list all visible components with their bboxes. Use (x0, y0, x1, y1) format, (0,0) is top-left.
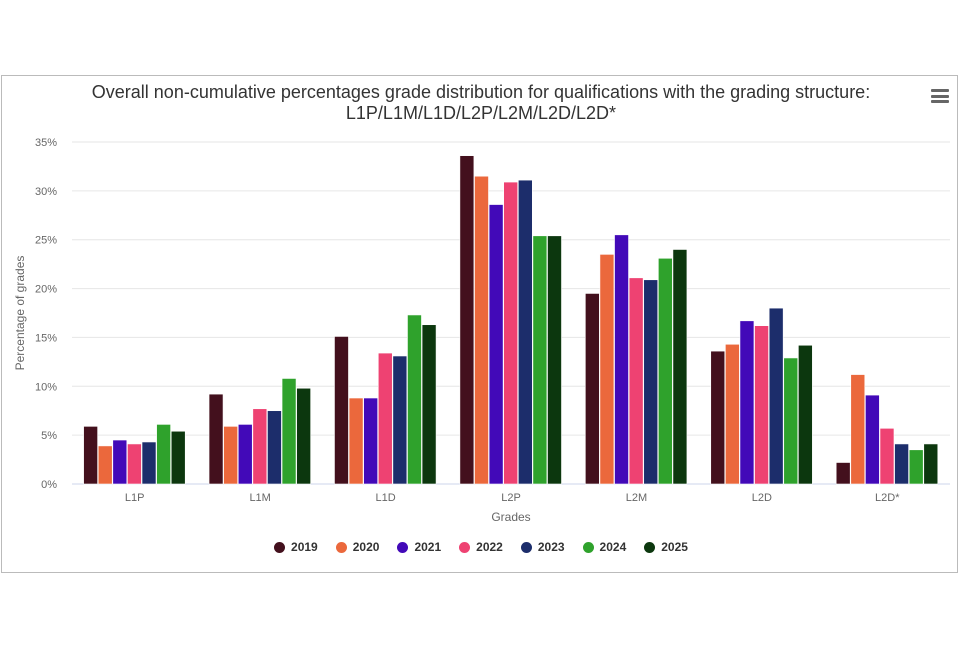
bar-L2D-2020[interactable] (725, 343, 740, 485)
y-tick-label: 10% (35, 381, 57, 393)
bar-L2M-2025[interactable] (672, 249, 688, 485)
bar-L2D*-2020[interactable] (850, 374, 866, 485)
legend-label: 2021 (414, 540, 442, 554)
legend-item-2022[interactable]: 2022 (459, 540, 503, 554)
bar-L2D-2019[interactable] (710, 350, 726, 485)
bar-L2M-2021[interactable] (614, 234, 629, 485)
legend-label: 2022 (476, 540, 503, 554)
legend-label: 2025 (661, 540, 688, 554)
chart-title-line-1: Overall non-cumulative percentages grade… (91, 82, 871, 102)
bar-L2M-2023[interactable] (643, 279, 659, 485)
y-tick-label: 0% (41, 479, 57, 491)
bar-L1P-2024[interactable] (156, 424, 171, 485)
bar-L1P-2021[interactable] (112, 439, 128, 485)
legend-item-2023[interactable]: 2023 (520, 540, 565, 554)
bar-L1D-2019[interactable] (334, 336, 349, 485)
bar-L1M-2022[interactable] (252, 408, 268, 485)
bar-L2D*-2019[interactable] (835, 462, 851, 485)
legend-label: 2023 (537, 540, 565, 554)
legend-marker-icon (644, 541, 656, 553)
legend-item-2025[interactable]: 2025 (644, 540, 688, 554)
legend-item-2024[interactable]: 2024 (582, 540, 627, 554)
bar-L1M-2025[interactable] (296, 387, 311, 485)
legend-item-2019[interactable]: 2019 (274, 540, 318, 554)
legend-label: 2024 (599, 540, 627, 554)
x-tick-label: L2M (626, 492, 647, 504)
y-tick-label: 30% (35, 186, 57, 198)
bar-L2P-2021[interactable] (488, 204, 504, 485)
bar-L1D-2021[interactable] (363, 397, 378, 485)
bar-L1P-2019[interactable] (83, 426, 98, 485)
x-tick-label: L1P (125, 492, 145, 504)
legend-marker-icon (274, 541, 286, 553)
bar-L1M-2020[interactable] (223, 426, 238, 485)
y-tick-label: 15% (35, 332, 57, 344)
legend-label: 2020 (352, 540, 380, 554)
x-tick-label: L2P (501, 492, 521, 504)
bar-L2P-2020[interactable] (474, 175, 489, 485)
bar-L1M-2023[interactable] (267, 410, 282, 485)
bar-L1D-2023[interactable] (392, 355, 408, 485)
legend-label: 2019 (291, 540, 318, 554)
bar-L2M-2024[interactable] (658, 257, 673, 485)
bar-L2D-2022[interactable] (754, 325, 769, 485)
bar-L2D-2023[interactable] (768, 307, 784, 485)
bar-L1P-2022[interactable] (127, 443, 142, 485)
bar-L2P-2025[interactable] (547, 235, 562, 485)
bar-L1P-2020[interactable] (97, 445, 113, 485)
bar-L1M-2024[interactable] (281, 378, 297, 485)
legend-marker-icon (520, 541, 532, 553)
legend-marker-icon (582, 541, 594, 553)
x-axis-label: Grades (491, 510, 530, 524)
legend: 2019 2020 2021 2022 2023 2024 2025 (0, 540, 962, 554)
bar-L2D*-2025[interactable] (923, 443, 939, 485)
chart-container (1, 75, 958, 573)
bar-L2P-2022[interactable] (503, 181, 519, 485)
bar-L2D-2024[interactable] (783, 357, 799, 485)
bar-L2M-2019[interactable] (585, 293, 600, 485)
x-tick-label: L1M (249, 492, 270, 504)
bar-L2M-2022[interactable] (628, 277, 644, 485)
bar-L2P-2024[interactable] (532, 235, 548, 485)
bar-L1M-2019[interactable] (208, 393, 224, 485)
bar-L2P-2019[interactable] (459, 155, 475, 485)
bar-L2D-2021[interactable] (739, 320, 755, 485)
legend-marker-icon (397, 541, 409, 553)
legend-item-2020[interactable]: 2020 (335, 540, 380, 554)
bar-L2D-2025[interactable] (798, 344, 813, 485)
bar-L2D*-2023[interactable] (894, 443, 909, 485)
bar-L2D*-2021[interactable] (865, 394, 880, 485)
legend-marker-icon (459, 541, 471, 553)
y-tick-label: 20% (35, 284, 57, 296)
x-tick-label: L2D* (875, 492, 900, 504)
legend-item-2021[interactable]: 2021 (397, 540, 441, 554)
bar-L1M-2021[interactable] (237, 424, 253, 485)
chart-title: Overall non-cumulative percentages grade… (0, 82, 962, 124)
bar-L2P-2023[interactable] (517, 179, 533, 485)
bar-L1D-2024[interactable] (407, 314, 422, 485)
bar-L2D*-2022[interactable] (879, 428, 895, 485)
bar-L2D*-2024[interactable] (908, 449, 924, 485)
y-axis-label: Percentage of grades (13, 256, 27, 371)
bar-L1P-2023[interactable] (141, 441, 157, 485)
legend-marker-icon (335, 541, 347, 553)
bar-L1D-2020[interactable] (348, 397, 364, 485)
y-tick-label: 5% (41, 430, 57, 442)
y-tick-label: 25% (35, 235, 57, 247)
bar-L1D-2025[interactable] (421, 324, 437, 485)
hamburger-menu-icon[interactable] (931, 89, 949, 103)
bar-L2M-2020[interactable] (599, 254, 615, 485)
x-tick-label: L1D (375, 492, 395, 504)
chart-title-line-2: L1P/L1M/L1D/L2P/L2M/L2D/L2D* (345, 103, 617, 123)
y-tick-label: 35% (35, 137, 57, 149)
bar-L1D-2022[interactable] (377, 352, 393, 485)
x-tick-label: L2D (752, 492, 772, 504)
bar-L1P-2025[interactable] (170, 430, 186, 485)
